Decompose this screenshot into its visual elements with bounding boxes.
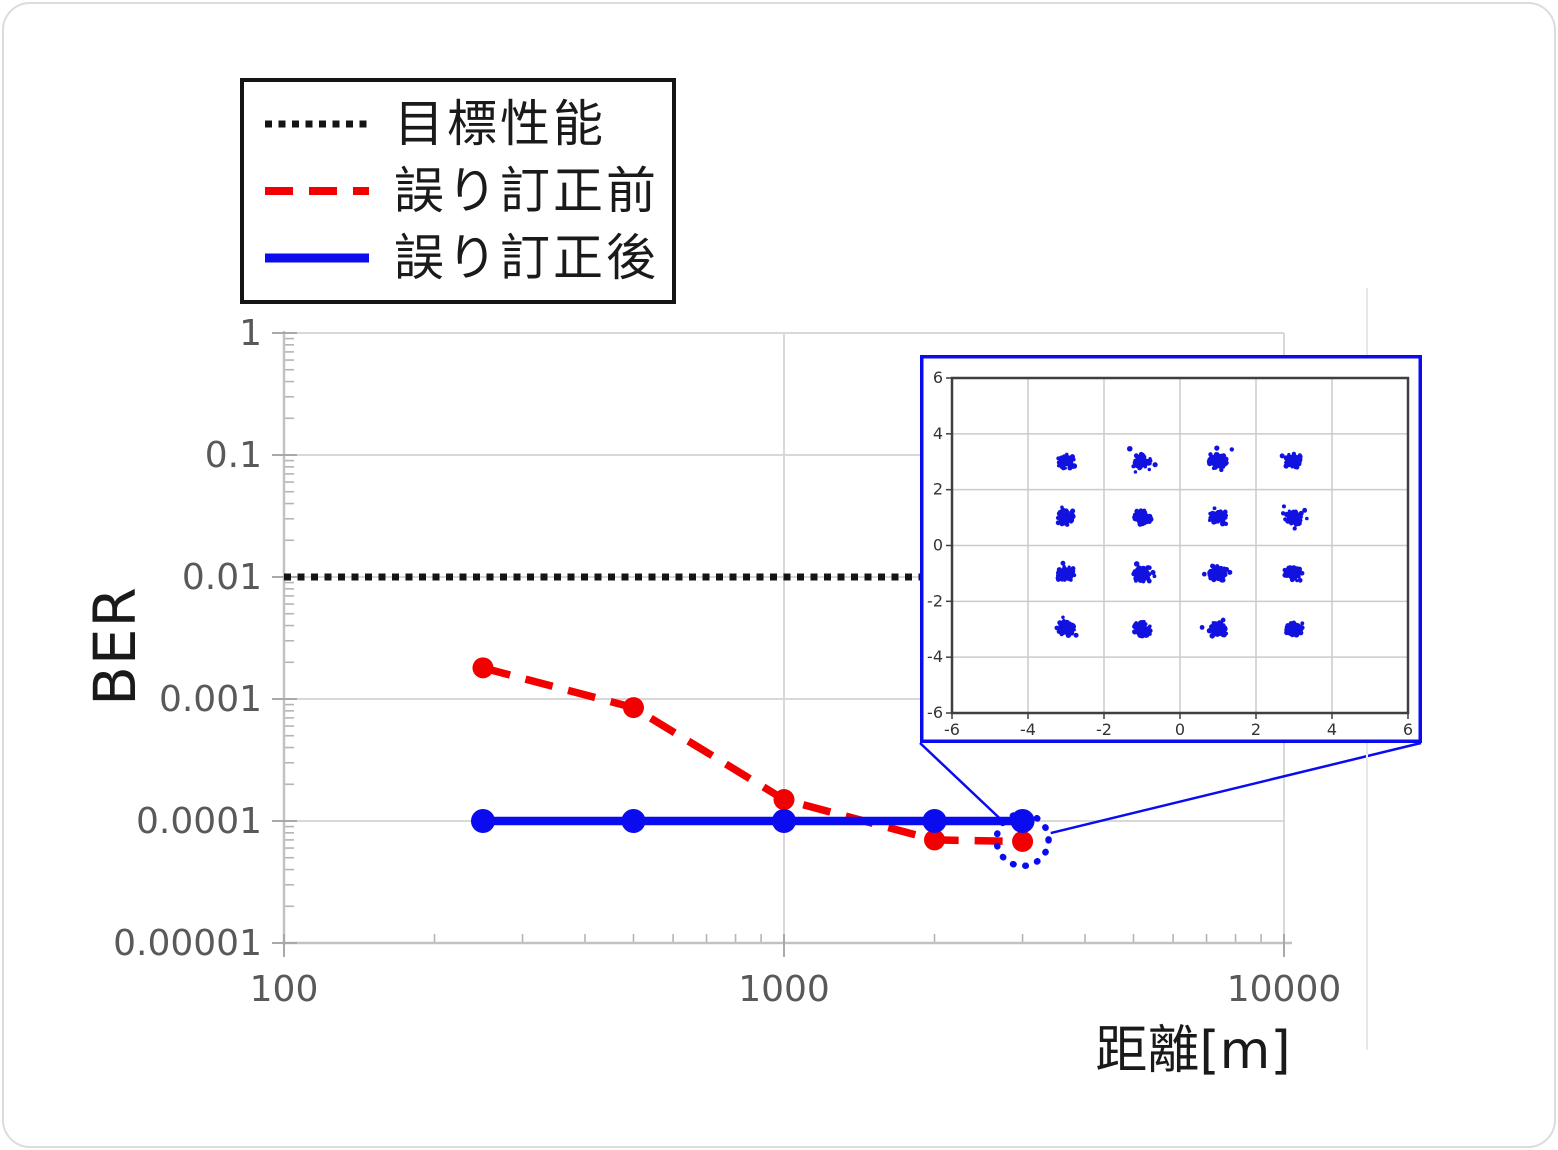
inset-gridlines	[952, 378, 1408, 713]
zoom-callout	[919, 741, 1422, 870]
inset-y-tick-label: -2	[927, 591, 943, 610]
constellation-inset: -6 -6 -4 -4 -2 -2 0 0 2 2 4 4 6 6	[920, 355, 1422, 743]
highlight-circle	[993, 810, 1052, 870]
legend-item-target: 目標性能	[262, 99, 672, 149]
inset-y-tick-label: 2	[933, 480, 943, 499]
y-tick-label: 0.1	[205, 435, 262, 476]
constellation-points	[1054, 445, 1309, 639]
legend-label-target: 目標性能	[394, 95, 606, 153]
tick-labels: 1 0.1 0.01 0.001 0.0001 0.00001 100 1000 10000	[113, 313, 1341, 1010]
inset-x-tick-label: -6	[944, 720, 960, 739]
y-tick-label: 0.001	[159, 679, 262, 720]
inset-x-tick-label: 2	[1251, 720, 1261, 739]
before-correction-line-sample	[265, 187, 369, 195]
chart-legend: 目標性能 誤り訂正前 誤り訂正後	[240, 78, 676, 304]
y-tick-label: 0.01	[182, 557, 262, 598]
target-line-sample	[265, 120, 369, 128]
inset-tick-labels: -6-6 -4 -4 -2 -2 0 0 2 2 4 4 6 6	[927, 368, 1413, 739]
after-correction-series	[470, 809, 1035, 833]
x-axis-title: 距離[m]	[1095, 1021, 1291, 1081]
inset-y-tick-label: -4	[927, 647, 943, 666]
legend-label-after-correction: 誤り訂正後	[394, 229, 659, 287]
inset-x-tick-label: 0	[1175, 720, 1185, 739]
inset-x-tick-label: -4	[1020, 720, 1036, 739]
inset-border	[920, 355, 1422, 743]
before-correction-series	[472, 657, 1034, 852]
constellation-chart: -6-6 -4 -4 -2 -2 0 0 2 2 4 4 6 6	[920, 355, 1422, 743]
y-tick-label: 0.0001	[136, 801, 262, 842]
legend-item-before-correction: 誤り訂正前	[262, 166, 672, 216]
inset-y-tick-label: 0	[933, 536, 943, 555]
y-axis-title: BER	[81, 586, 149, 706]
inset-x-tick-label: 6	[1403, 720, 1413, 739]
inset-y-tick-label: 6	[933, 368, 943, 387]
callout-line	[1050, 741, 1422, 835]
y-tick-label: 1	[239, 313, 262, 354]
legend-item-after-correction: 誤り訂正後	[262, 233, 672, 283]
x-tick-label: 100	[250, 969, 319, 1010]
callout-line	[919, 742, 1003, 821]
y-tick-label: 0.00001	[113, 923, 262, 964]
after-correction-line-sample	[265, 253, 369, 263]
axis-ticks	[272, 331, 1292, 957]
inset-x-tick-label: 4	[1327, 720, 1337, 739]
x-tick-label: 10000	[1227, 969, 1342, 1010]
inset-y-tick-label: -6	[927, 703, 943, 722]
legend-label-before-correction: 誤り訂正前	[394, 162, 659, 220]
inset-x-tick-label: -2	[1096, 720, 1112, 739]
inset-y-tick-label: 4	[933, 424, 943, 443]
x-tick-label: 1000	[738, 969, 830, 1010]
